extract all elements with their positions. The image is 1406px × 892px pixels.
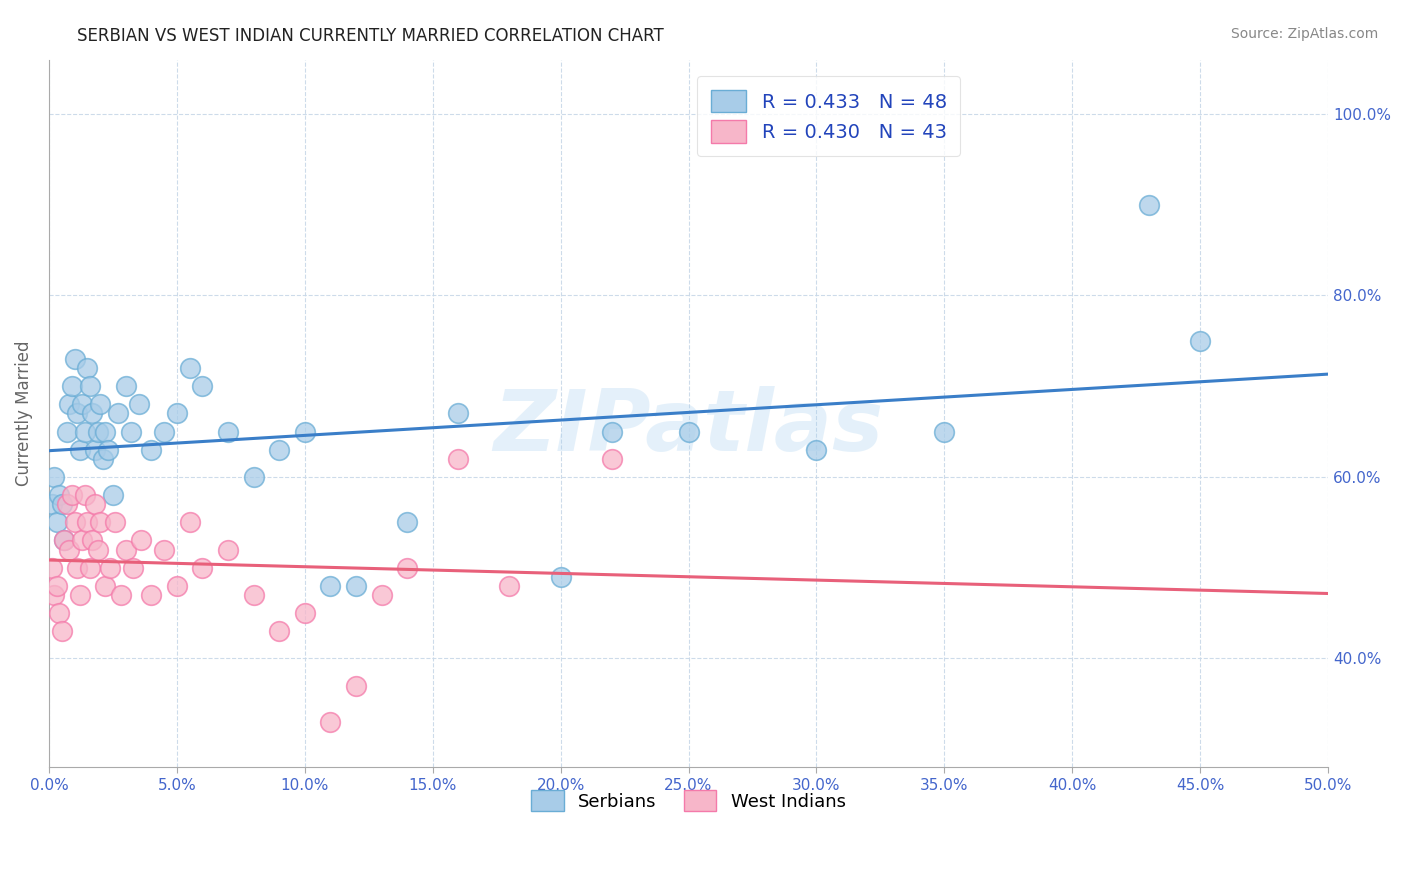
Point (63, 516, 86, 530)
Point (97, 442, 120, 457)
Point (60, 379, 83, 393)
Point (56, 425, 79, 439)
Point (600, 451, 623, 466)
Point (89, 397, 111, 411)
Point (396, 516, 419, 530)
Y-axis label: Currently Married: Currently Married (15, 341, 32, 486)
Point (166, 579, 188, 593)
Point (66, 560, 89, 574)
Point (344, 579, 367, 593)
Point (73, 425, 96, 439)
Point (45, 516, 67, 530)
Point (114, 542, 136, 557)
Point (104, 516, 127, 530)
Point (76, 361, 98, 376)
Point (94, 425, 117, 439)
Point (58, 397, 80, 411)
Point (66, 406, 89, 420)
Point (79, 379, 101, 393)
Point (41, 497, 63, 511)
Point (73, 488, 96, 502)
Point (141, 442, 163, 457)
Point (1137, 198, 1160, 212)
Point (179, 361, 201, 376)
Point (1189, 334, 1212, 348)
Point (63, 351, 86, 366)
Point (217, 542, 239, 557)
Point (86, 542, 108, 557)
Point (60, 488, 83, 502)
Point (294, 606, 316, 620)
Point (48, 488, 70, 502)
Point (166, 406, 188, 420)
Point (100, 560, 122, 574)
Point (294, 425, 316, 439)
Point (396, 560, 419, 574)
Point (179, 516, 201, 530)
Point (128, 397, 150, 411)
Point (89, 516, 111, 530)
Point (42, 588, 65, 602)
Point (191, 379, 214, 393)
Point (129, 533, 152, 548)
Point (498, 579, 520, 593)
Point (84, 497, 107, 511)
Point (82, 533, 104, 548)
Point (56, 497, 79, 511)
Point (41, 560, 63, 574)
Point (51, 624, 73, 639)
Point (319, 579, 342, 593)
Point (58, 542, 80, 557)
Point (191, 560, 214, 574)
Text: SERBIAN VS WEST INDIAN CURRENTLY MARRIED CORRELATION CHART: SERBIAN VS WEST INDIAN CURRENTLY MARRIED… (77, 27, 664, 45)
Point (69, 588, 91, 602)
Point (84, 442, 107, 457)
Point (101, 488, 124, 502)
Point (217, 425, 239, 439)
Point (344, 679, 367, 693)
Point (806, 442, 828, 457)
Point (269, 624, 291, 639)
Point (110, 588, 132, 602)
Point (70, 533, 93, 548)
Point (69, 442, 91, 457)
Point (242, 588, 264, 602)
Point (45, 579, 67, 593)
Point (122, 560, 145, 574)
Point (447, 406, 470, 420)
Point (678, 425, 700, 439)
Text: Source: ZipAtlas.com: Source: ZipAtlas.com (1230, 27, 1378, 41)
Point (600, 425, 623, 439)
Point (153, 542, 176, 557)
Point (53, 533, 76, 548)
Legend: Serbians, West Indians: Serbians, West Indians (517, 776, 860, 825)
Point (120, 425, 142, 439)
Point (70, 397, 93, 411)
Point (76, 516, 98, 530)
Point (934, 425, 956, 439)
Point (107, 406, 129, 420)
Point (370, 588, 392, 602)
Point (550, 570, 572, 584)
Point (86, 425, 108, 439)
Point (42, 470, 65, 484)
Point (447, 451, 470, 466)
Point (242, 470, 264, 484)
Point (51, 497, 73, 511)
Point (141, 588, 163, 602)
Point (269, 442, 291, 457)
Point (319, 714, 342, 729)
Text: ZIPatlas: ZIPatlas (494, 386, 884, 469)
Point (91, 451, 114, 466)
Point (114, 379, 136, 393)
Point (79, 560, 101, 574)
Point (48, 606, 70, 620)
Point (53, 533, 76, 548)
Point (82, 406, 104, 420)
Point (153, 425, 176, 439)
Point (94, 579, 117, 593)
